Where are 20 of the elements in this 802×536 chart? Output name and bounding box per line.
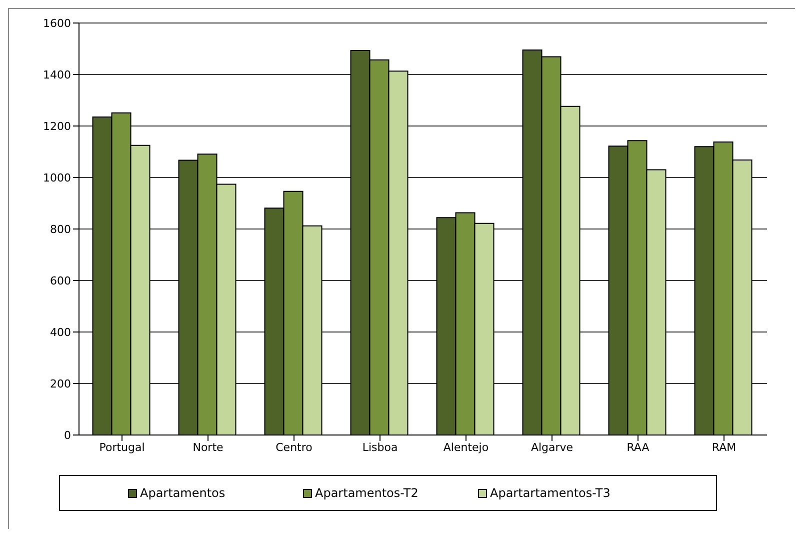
x-tick-label: Algarve <box>530 440 574 454</box>
y-tick-label: 1000 <box>43 171 71 184</box>
legend-label: Apartamentos-T2 <box>315 486 418 500</box>
x-tick-label: Lisboa <box>362 440 398 454</box>
legend-label: Apartartamentos-T3 <box>490 486 610 500</box>
x-tick-label: Alentejo <box>443 440 489 454</box>
x-tick-label: RAM <box>712 440 736 454</box>
y-tick-label: 800 <box>50 222 71 236</box>
y-tick-label: 400 <box>50 326 71 339</box>
y-tick-label: 1200 <box>43 120 71 133</box>
x-tick-label: Norte <box>192 440 224 454</box>
legend-label: Apartamentos <box>140 486 226 500</box>
y-tick-label: 1600 <box>43 16 71 30</box>
y-tick-label: 200 <box>50 377 71 390</box>
y-tick-label: 1400 <box>43 68 71 82</box>
x-tick-label: RAA <box>626 440 650 454</box>
y-tick-label: 600 <box>50 274 71 288</box>
x-tick-label: Portugal <box>99 440 145 454</box>
y-tick-label: 0 <box>64 428 71 442</box>
x-tick-label: Centro <box>276 440 313 454</box>
